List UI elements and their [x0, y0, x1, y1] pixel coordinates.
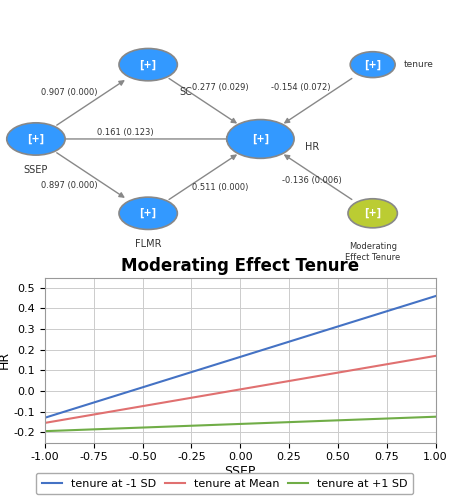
Text: 0.907 (0.000): 0.907 (0.000)	[41, 88, 98, 96]
Text: 0.897 (0.000): 0.897 (0.000)	[41, 182, 98, 190]
Text: -0.136 (0.006): -0.136 (0.006)	[282, 176, 342, 186]
Text: [+]: [+]	[364, 60, 381, 70]
Text: SC: SC	[180, 88, 193, 98]
Ellipse shape	[119, 197, 177, 230]
Y-axis label: HR: HR	[0, 351, 11, 369]
Text: HR: HR	[305, 142, 320, 152]
Text: -0.154 (0.072): -0.154 (0.072)	[271, 83, 330, 92]
Ellipse shape	[227, 120, 294, 158]
Ellipse shape	[119, 48, 177, 81]
Legend: tenure at -1 SD, tenure at Mean, tenure at +1 SD: tenure at -1 SD, tenure at Mean, tenure …	[36, 473, 413, 494]
Text: [+]: [+]	[140, 208, 157, 218]
Text: [+]: [+]	[364, 208, 381, 218]
Text: FLMR: FLMR	[135, 239, 162, 249]
Ellipse shape	[7, 123, 65, 155]
Text: 0.511 (0.000): 0.511 (0.000)	[192, 183, 248, 192]
Text: tenure: tenure	[404, 60, 434, 69]
Text: [+]: [+]	[252, 134, 269, 144]
X-axis label: SSEP: SSEP	[224, 465, 256, 478]
Text: [+]: [+]	[140, 60, 157, 70]
Text: 0.161 (0.123): 0.161 (0.123)	[97, 128, 154, 137]
Text: 0.277 (0.029): 0.277 (0.029)	[192, 83, 248, 92]
Ellipse shape	[348, 198, 397, 228]
Title: Moderating Effect Tenure: Moderating Effect Tenure	[121, 256, 359, 274]
Text: [+]: [+]	[27, 134, 44, 144]
Text: SSEP: SSEP	[24, 165, 48, 175]
Text: Moderating
Effect Tenure: Moderating Effect Tenure	[345, 242, 401, 262]
Ellipse shape	[350, 52, 395, 78]
